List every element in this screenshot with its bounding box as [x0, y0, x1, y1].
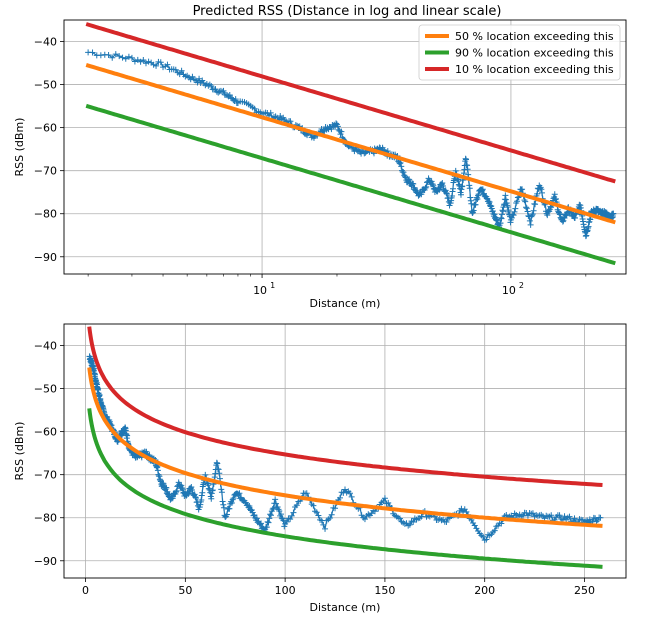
plot-area — [86, 326, 604, 569]
x-tick-label: 250 — [574, 584, 595, 597]
y-tick-label: −40 — [34, 36, 57, 49]
y-tick-label: −90 — [34, 251, 57, 264]
x-tick-label-exponent: 2 — [519, 281, 524, 290]
chart-bottom-linear-scale: −40 −50 −60 −70 −80 −90 0 50 100 150 200 250 Distanc… — [13, 323, 627, 614]
series-p50 — [87, 367, 603, 528]
legend-box — [418, 24, 621, 81]
y-tick-label: −80 — [34, 208, 57, 221]
y-tick-label: −50 — [34, 383, 57, 396]
legend-label-p90: 90 % location exceeding this — [455, 47, 614, 60]
measured-series-line — [89, 355, 601, 541]
legend: 50 % location exceeding this 90 % locatio… — [418, 24, 621, 81]
x-tick-label: 10 — [253, 284, 267, 297]
series-p50 — [85, 63, 616, 225]
y-axis-label: RSS (dBm) — [13, 118, 26, 177]
x-tick-label-exponent: 1 — [270, 281, 275, 290]
legend-label-p50: 50 % location exceeding this — [455, 30, 614, 43]
x-tick-label: 150 — [374, 584, 395, 597]
series-p90 — [87, 408, 603, 569]
x-axis-label: Distance (m) — [310, 297, 381, 310]
y-tick-label: −60 — [34, 122, 57, 135]
series-p90 — [85, 103, 616, 266]
y-tick-label: −70 — [34, 165, 57, 178]
y-tick-label: −90 — [34, 555, 57, 568]
measured-series — [86, 353, 604, 544]
y-tick-label: −50 — [34, 79, 57, 92]
x-tick-label: 100 — [275, 584, 296, 597]
y-tick-label: −60 — [34, 426, 57, 439]
y-tick-label: −40 — [34, 340, 57, 353]
plot-frame — [63, 19, 627, 275]
x-tick-label: 50 — [178, 584, 192, 597]
y-axis-label: RSS (dBm) — [13, 422, 26, 481]
plot-area — [85, 22, 617, 266]
plot-frame — [63, 323, 627, 579]
series-p10 — [85, 22, 616, 184]
measured-series-line — [88, 51, 614, 238]
y-tick-label: −80 — [34, 512, 57, 525]
x-tick-label: 200 — [474, 584, 495, 597]
legend-label-p10: 10 % location exceeding this — [455, 63, 614, 76]
series-p10 — [87, 326, 603, 488]
figure-title: Predicted RSS (Distance in log and linea… — [193, 4, 502, 19]
x-tick-label: 0 — [82, 584, 89, 597]
y-tick-label: −70 — [34, 469, 57, 482]
x-tick-label: 10 — [502, 284, 516, 297]
x-axis-label: Distance (m) — [310, 601, 381, 614]
